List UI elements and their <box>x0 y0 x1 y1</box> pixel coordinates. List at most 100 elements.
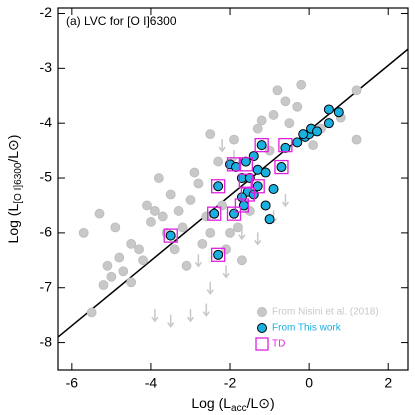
point <box>292 137 303 148</box>
point <box>118 266 129 277</box>
x-label-sub: acc <box>231 403 247 414</box>
point <box>157 211 168 222</box>
x-tick-label: 2 <box>384 375 392 391</box>
point <box>189 167 200 178</box>
legend-marker <box>257 307 267 317</box>
point <box>284 118 295 129</box>
point <box>228 208 239 219</box>
point <box>134 244 144 255</box>
point <box>256 115 267 126</box>
fit-line <box>58 48 408 338</box>
td-square <box>254 137 269 153</box>
td-square <box>238 157 254 172</box>
y-label-sub: [O I]6300 <box>13 162 24 204</box>
point <box>333 107 344 118</box>
td-square <box>278 137 293 153</box>
point <box>142 200 152 211</box>
point <box>221 244 231 255</box>
point <box>260 200 271 211</box>
y-label-main: Log (L <box>5 204 21 244</box>
chart-title: (a) LVC for [O I]6300 <box>66 14 177 28</box>
x-tick-label: -2 <box>224 375 237 391</box>
legend-label: From This work <box>272 323 342 334</box>
point <box>264 214 275 225</box>
td-square <box>226 157 242 172</box>
point <box>165 230 176 241</box>
upper-limit <box>151 309 159 323</box>
legend-label: From Nisini et al. (2018) <box>272 307 379 318</box>
legend-marker <box>255 337 269 351</box>
point <box>233 222 243 233</box>
point <box>312 126 323 137</box>
point <box>114 252 125 263</box>
legend-marker <box>257 323 267 333</box>
upper-limit <box>202 303 210 317</box>
point <box>252 181 263 192</box>
point <box>197 238 208 249</box>
point <box>181 260 192 271</box>
y-tick-label: -7 <box>40 278 53 294</box>
point <box>193 178 204 189</box>
point <box>78 227 89 238</box>
upper-limit <box>218 139 226 153</box>
point <box>236 255 247 266</box>
upper-limit <box>222 265 230 279</box>
point <box>298 129 309 140</box>
point <box>169 244 180 255</box>
point <box>110 222 121 233</box>
point <box>213 181 224 192</box>
point <box>323 104 334 115</box>
upper-limit <box>194 254 202 268</box>
upper-limit <box>186 309 195 323</box>
point <box>217 200 228 211</box>
x-label-main: Log (L <box>191 395 231 411</box>
point <box>240 156 251 167</box>
x-axis-label: Log (Lacc/L⊙) <box>191 395 274 414</box>
point <box>296 79 307 90</box>
point <box>351 134 362 145</box>
point <box>185 195 196 205</box>
point <box>106 271 117 282</box>
point <box>102 260 113 271</box>
x-tick-label: -6 <box>66 375 79 391</box>
point <box>268 184 279 194</box>
y-tick-label: -5 <box>40 169 53 185</box>
point <box>323 118 334 129</box>
point <box>209 208 220 219</box>
point <box>146 217 156 227</box>
plot-frame <box>57 7 409 371</box>
point <box>280 96 291 107</box>
point <box>205 227 216 238</box>
x-tick-label: -4 <box>145 375 158 391</box>
point <box>264 145 275 156</box>
point <box>229 134 239 145</box>
point <box>351 85 362 96</box>
point <box>276 162 287 173</box>
point <box>280 142 291 153</box>
point <box>256 140 267 151</box>
td-square <box>234 198 250 213</box>
point <box>272 85 283 96</box>
point <box>177 222 188 233</box>
upper-limit <box>254 232 262 246</box>
plot <box>58 48 408 338</box>
point <box>173 206 184 216</box>
td-square <box>238 173 254 188</box>
point <box>248 151 259 162</box>
td-square <box>207 206 222 221</box>
upper-limit <box>206 281 214 295</box>
point <box>260 167 271 178</box>
point <box>308 140 318 151</box>
td-square <box>211 179 226 194</box>
y-tick-label: -6 <box>40 224 53 240</box>
td-square <box>250 179 265 194</box>
point <box>165 189 176 200</box>
point <box>126 277 137 288</box>
y-tick-label: -2 <box>40 4 53 20</box>
y-tick-label: -3 <box>40 59 53 75</box>
td-square <box>274 159 289 175</box>
point <box>126 238 137 249</box>
x-tick-label: 0 <box>305 375 313 391</box>
y-tick-label: -4 <box>40 114 53 130</box>
td-square <box>211 247 226 262</box>
